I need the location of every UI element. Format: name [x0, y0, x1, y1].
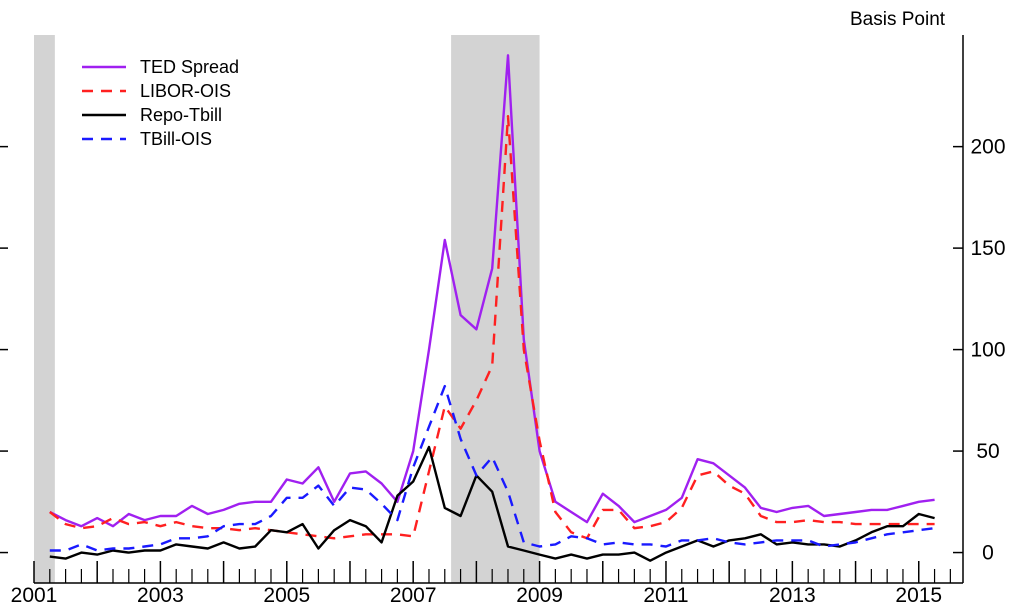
axes-layer: 0 50 100 150 200 2001 2003 2005 2007 2009 2011 2013…: [0, 35, 1006, 604]
x-tick-label-2005: 2005: [263, 584, 310, 604]
legend-label-libor-ois: LIBOR-OIS: [140, 81, 231, 101]
series-line-ted-spread: [49, 54, 935, 528]
recession-shading-layer: [34, 35, 540, 583]
legend: TED Spread LIBOR-OIS Repo-Tbill TBill-OIS: [82, 57, 239, 149]
x-tick-label-2001: 2001: [11, 584, 58, 604]
legend-label-ted-spread: TED Spread: [140, 57, 239, 77]
legend-label-tbill-ois: TBill-OIS: [140, 129, 212, 149]
y-tick-label-50: 50: [976, 440, 999, 463]
x-tick-label-2013: 2013: [769, 584, 816, 604]
x-tick-label-2015: 2015: [895, 584, 942, 604]
y-tick-label-200: 200: [970, 136, 1005, 159]
series-line-libor-ois: [49, 114, 935, 540]
y-tick-label-0: 0: [982, 542, 994, 565]
y-tick-label-150: 150: [970, 237, 1005, 260]
y-tick-label-100: 100: [970, 339, 1005, 362]
y-axis-unit-label: Basis Point: [850, 9, 946, 30]
recession-band-2: [451, 35, 540, 583]
series-line-repo-tbill: [49, 445, 935, 562]
series-layer: [49, 54, 935, 562]
x-tick-label-2007: 2007: [390, 584, 437, 604]
legend-label-repo-tbill: Repo-Tbill: [140, 105, 222, 125]
x-tick-label-2009: 2009: [516, 584, 563, 604]
x-tick-label-2011: 2011: [643, 584, 688, 604]
x-tick-label-2003: 2003: [137, 584, 184, 604]
recession-band-1: [34, 35, 55, 583]
